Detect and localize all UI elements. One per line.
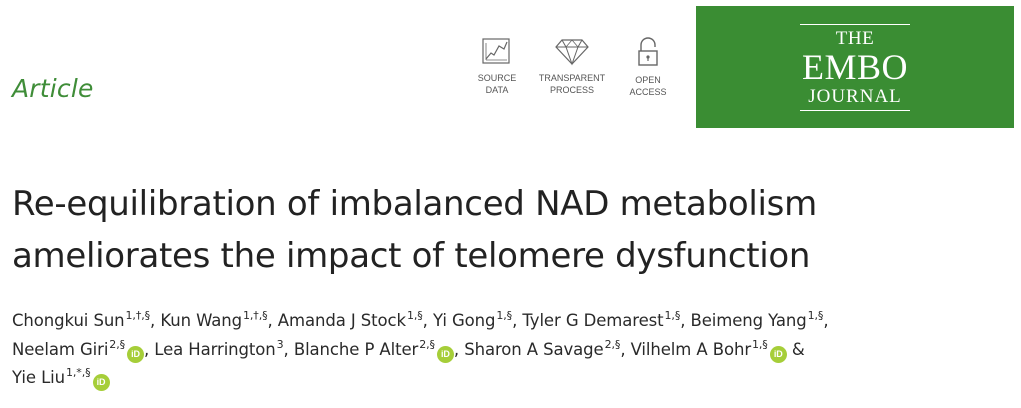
logo-the: THE xyxy=(835,28,875,49)
author-name: Beimeng Yang xyxy=(690,311,807,330)
author[interactable]: Lea Harrington3 xyxy=(154,337,284,359)
author-separator: , xyxy=(680,311,691,330)
author[interactable]: Yie Liu1,*,§iD xyxy=(12,366,110,391)
author[interactable]: Beimeng Yang1,§ xyxy=(690,309,824,330)
logo-embo: EMBO xyxy=(801,47,908,87)
author[interactable]: Vilhelm A Bohr1,§iD xyxy=(630,337,787,363)
author-separator: , xyxy=(283,339,294,359)
author-name: Amanda J Stock xyxy=(277,311,406,330)
author-separator: & xyxy=(786,339,805,359)
logo-rule-bottom xyxy=(800,110,910,111)
open-access-label: OPEN ACCESS xyxy=(629,75,667,97)
author-name: Yi Gong xyxy=(432,311,496,330)
author-affiliation: 1,†,§ xyxy=(243,309,268,322)
article-type-label: Article xyxy=(12,74,94,103)
chart-icon xyxy=(482,38,510,64)
article-title: Re-equilibration of imbalanced NAD metab… xyxy=(12,178,1002,282)
author[interactable]: Sharon A Savage2,§ xyxy=(464,337,621,359)
author-affiliation: 1,§ xyxy=(664,309,681,322)
author-separator: , xyxy=(512,311,523,330)
article-title-line-1: Re-equilibration of imbalanced NAD metab… xyxy=(12,184,817,224)
author-separator: , xyxy=(620,339,631,359)
author-name: Vilhelm A Bohr xyxy=(630,339,752,359)
author[interactable]: Chongkui Sun1,†,§ xyxy=(12,309,151,330)
orcid-icon[interactable]: iD xyxy=(127,345,144,363)
author[interactable]: Neelam Giri2,§iD xyxy=(12,337,144,363)
author[interactable]: Tyler G Demarest1,§ xyxy=(522,309,681,330)
transparent-process-label: TRANSPARENT PROCESS xyxy=(538,73,606,95)
author-separator: , xyxy=(823,311,829,330)
open-access-badge[interactable]: OPEN ACCESS xyxy=(613,36,683,98)
author-separator: , xyxy=(150,311,161,330)
author-affiliation: 2,§ xyxy=(109,337,125,351)
author-separator: , xyxy=(144,339,155,359)
author-name: Neelam Giri xyxy=(12,339,109,359)
journal-logo[interactable]: THE EMBO JOURNAL xyxy=(696,6,1014,128)
author[interactable]: Kun Wang1,†,§ xyxy=(160,309,268,330)
source-data-label: SOURCE DATA xyxy=(477,73,517,95)
author-separator: , xyxy=(422,311,433,330)
orcid-icon[interactable]: iD xyxy=(769,345,787,363)
author-affiliation: 3 xyxy=(276,337,284,351)
article-title-line-2: ameliorates the impact of telomere dysfu… xyxy=(12,236,811,276)
author-affiliation: 1,§ xyxy=(496,309,513,322)
diamond-icon xyxy=(555,39,589,66)
logo-rule-top xyxy=(800,24,910,25)
author-affiliation: 1,§ xyxy=(752,337,768,351)
author-affiliation: 2,§ xyxy=(419,337,435,351)
author-separator: , xyxy=(267,311,278,330)
author[interactable]: Blanche P Alter2,§iD xyxy=(293,337,454,363)
author-list: Chongkui Sun1,†,§, Kun Wang1,†,§, Amanda… xyxy=(12,307,1012,393)
author-name: Blanche P Alter xyxy=(293,339,419,359)
orcid-icon[interactable]: iD xyxy=(92,374,110,391)
author-affiliation: 1,*,§ xyxy=(66,366,91,379)
author-name: Sharon A Savage xyxy=(464,339,604,359)
orcid-icon[interactable]: iD xyxy=(436,345,454,363)
author-name: Kun Wang xyxy=(160,311,242,330)
author-separator: , xyxy=(453,339,465,359)
author-name: Tyler G Demarest xyxy=(522,311,664,330)
source-data-badge[interactable]: SOURCE DATA xyxy=(462,36,532,96)
transparent-process-badge[interactable]: TRANSPARENT PROCESS xyxy=(537,36,607,96)
author[interactable]: Yi Gong1,§ xyxy=(432,309,513,330)
author-affiliation: 1,†,§ xyxy=(125,309,151,322)
author[interactable]: Amanda J Stock1,§ xyxy=(277,309,423,330)
author-name: Chongkui Sun xyxy=(12,311,125,330)
article-badges: SOURCE DATA TRANSPARENT PROCESS OPEN ACC… xyxy=(462,36,682,106)
author-name: Lea Harrington xyxy=(154,339,276,359)
author-name: Yie Liu xyxy=(12,368,66,387)
logo-journal: JOURNAL xyxy=(808,86,902,107)
open-lock-icon xyxy=(638,37,658,66)
author-affiliation: 1,§ xyxy=(807,309,824,322)
author-affiliation: 2,§ xyxy=(604,337,621,351)
author-affiliation: 1,§ xyxy=(406,309,423,322)
